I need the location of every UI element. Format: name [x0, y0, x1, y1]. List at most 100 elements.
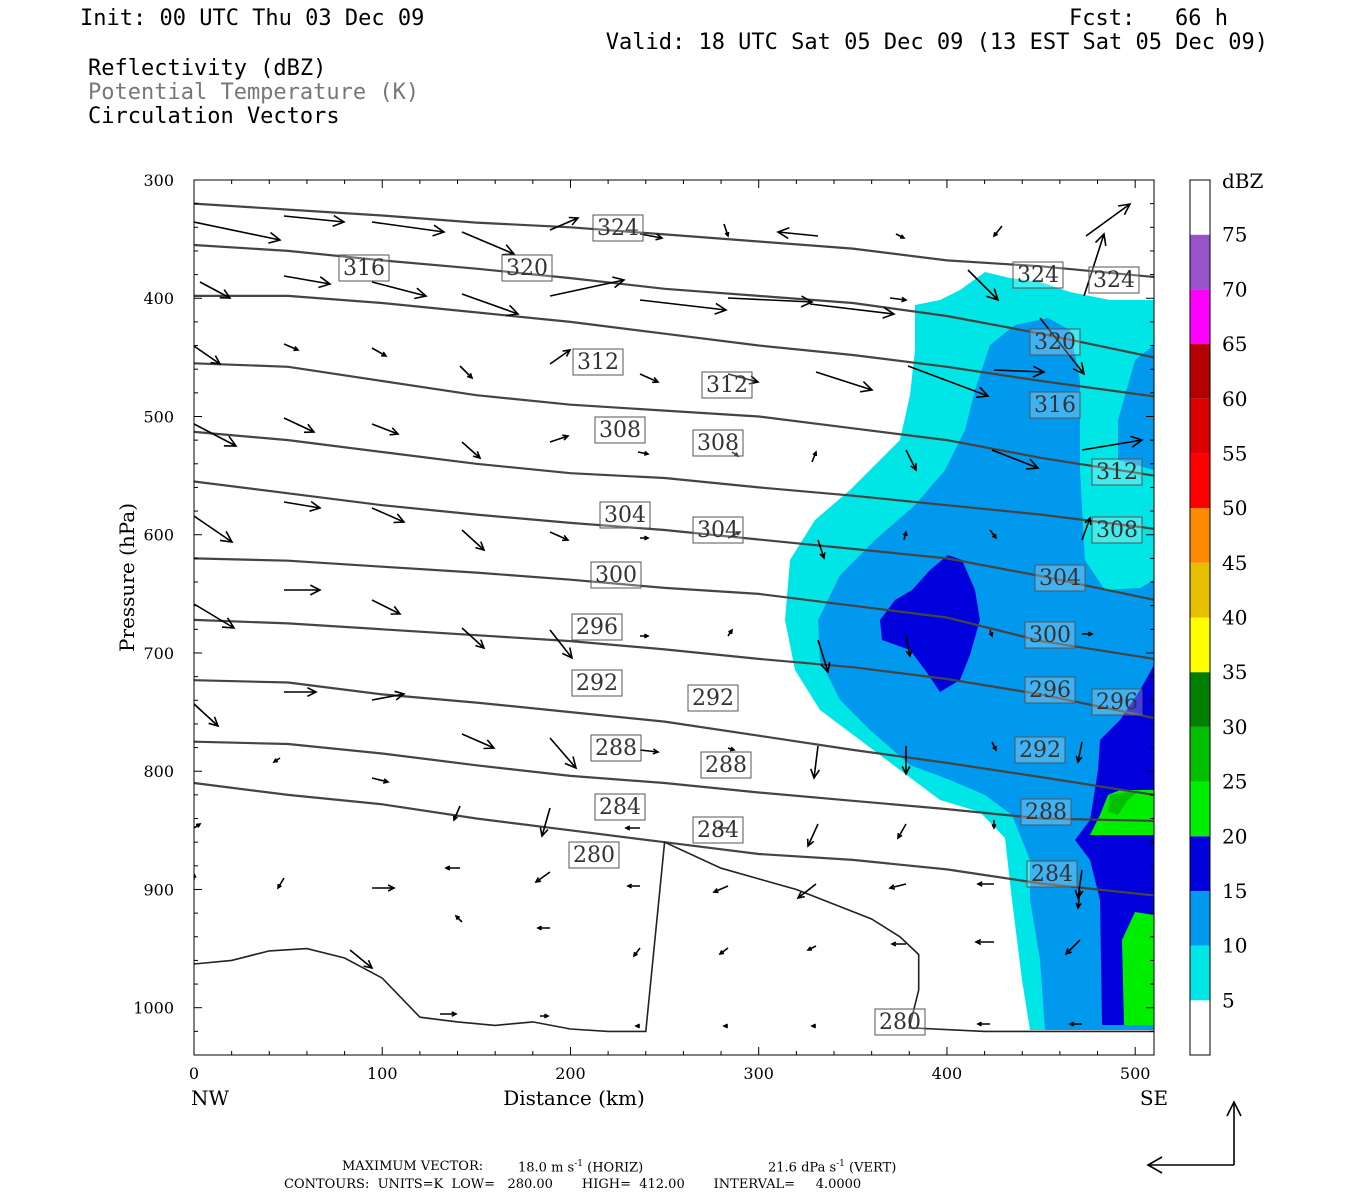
circulation-vector — [540, 1013, 550, 1019]
circulation-vector — [905, 635, 913, 658]
circulation-vector — [907, 365, 990, 399]
circulation-vector — [806, 823, 819, 848]
svg-text:324: 324 — [597, 216, 639, 241]
circulation-vector — [624, 825, 640, 831]
circulation-vector — [277, 877, 285, 890]
x-left-end-label: NW — [191, 1086, 230, 1110]
x-right-end-label: SE — [1140, 1086, 1168, 1110]
colorbar-segment — [1190, 781, 1210, 837]
circulation-vector — [976, 1021, 990, 1027]
circulation-vector — [536, 925, 550, 931]
circulation-vector — [890, 941, 906, 947]
contour-info: CONTOURS: UNITS=K LOW= 280.00 HIGH= 412.… — [284, 1177, 862, 1192]
theta-label-308: 308 — [692, 429, 744, 457]
theta-label-284: 284 — [594, 793, 646, 821]
circulation-vector — [888, 883, 907, 890]
circulation-vector — [817, 539, 826, 560]
circulation-vector — [639, 299, 728, 315]
colorbar-segment — [1190, 726, 1210, 782]
circulation-vector — [1074, 869, 1084, 900]
colorbar-level-label: 5 — [1222, 988, 1235, 1012]
svg-text:292: 292 — [692, 686, 734, 711]
svg-text:300: 300 — [1029, 623, 1071, 648]
circulation-vector — [371, 423, 400, 436]
circulation-vector — [796, 883, 817, 900]
colorbar-level-label: 55 — [1222, 441, 1247, 465]
y-tick-label: 900 — [143, 880, 174, 899]
svg-text:288: 288 — [705, 753, 747, 778]
reference-vector-arrows — [1146, 1100, 1242, 1174]
circulation-vector — [283, 343, 300, 352]
circulation-vector — [549, 216, 580, 231]
y-tick-label: 400 — [143, 289, 174, 308]
y-tick-label: 1000 — [133, 999, 174, 1018]
colorbar-segment — [1190, 617, 1210, 673]
colorbar-segment — [1190, 289, 1210, 345]
theta-contour-316 — [194, 294, 1154, 398]
theta-label-296: 296 — [1091, 688, 1143, 716]
svg-text:296: 296 — [1029, 678, 1071, 703]
circulation-vector — [1075, 889, 1082, 910]
x-tick-label: 300 — [743, 1064, 774, 1083]
circulation-vector — [539, 807, 551, 838]
circulation-vector — [549, 531, 570, 542]
theta-label-280: 280 — [874, 1008, 926, 1036]
colorbar-segment — [1190, 945, 1210, 1001]
circulation-vector — [897, 823, 907, 840]
circulation-vector — [976, 881, 994, 887]
valid-time: Valid: 18 UTC Sat 05 Dec 09 (13 EST Sat … — [605, 30, 1268, 55]
theta-label-288: 288 — [1020, 798, 1072, 826]
svg-text:304: 304 — [604, 503, 646, 528]
circulation-vector — [549, 348, 572, 365]
circulation-vector — [461, 441, 482, 460]
circulation-vector — [549, 629, 574, 660]
colorbar-level-label: 35 — [1222, 660, 1247, 684]
circulation-vector — [806, 945, 817, 951]
circulation-vector — [283, 214, 346, 228]
circulation-vector — [815, 371, 874, 393]
field-label-reflectivity: Reflectivity (dBZ) — [88, 56, 327, 81]
circulation-vector — [371, 777, 390, 784]
circulation-vector — [811, 450, 818, 463]
theta-contour-308 — [194, 430, 1154, 530]
circulation-vector — [810, 1023, 816, 1029]
max-vector-label: MAXIMUM VECTOR: — [342, 1159, 484, 1174]
circulation-vector — [1082, 631, 1094, 637]
circulation-vector — [716, 825, 728, 831]
svg-text:312: 312 — [1096, 460, 1138, 485]
circulation-vector — [810, 745, 821, 780]
circulation-vector — [194, 703, 220, 728]
colorbar-segment — [1190, 398, 1210, 454]
circulation-vector — [640, 535, 650, 541]
theta-label-280: 280 — [568, 841, 620, 869]
theta-contour-296 — [194, 618, 1154, 720]
theta-label-284: 284 — [1026, 860, 1078, 888]
theta-label-320: 320 — [501, 254, 553, 282]
theta-contour-292 — [194, 679, 1154, 796]
theta-label-292: 292 — [687, 684, 739, 712]
theta-label-288: 288 — [700, 751, 752, 779]
circulation-vector — [992, 225, 1003, 238]
svg-text:312: 312 — [706, 373, 748, 398]
theta-label-312: 312 — [572, 348, 624, 376]
svg-text:304: 304 — [697, 518, 739, 543]
circulation-vector — [1083, 232, 1107, 297]
circulation-vector — [272, 757, 281, 763]
circulation-vector — [371, 599, 402, 615]
circulation-vector — [991, 449, 1040, 470]
circulation-vector — [461, 733, 496, 750]
init-time: Init: 00 UTC Thu 03 Dec 09 — [80, 6, 425, 31]
circulation-vector — [194, 423, 238, 447]
circulation-vector — [1085, 202, 1132, 237]
colorbar-unit: dBZ — [1222, 169, 1264, 193]
theta-contour-288 — [194, 740, 1154, 822]
theta-contour-300 — [194, 557, 1154, 660]
circulation-vector — [988, 629, 994, 638]
y-tick-label: 300 — [143, 171, 174, 190]
theta-label-296: 296 — [1024, 676, 1076, 704]
circulation-vector — [723, 223, 730, 238]
circulation-vector — [639, 748, 660, 755]
colorbar-segment — [1190, 453, 1210, 509]
circulation-vector — [284, 686, 318, 698]
circulation-vector — [371, 690, 406, 701]
